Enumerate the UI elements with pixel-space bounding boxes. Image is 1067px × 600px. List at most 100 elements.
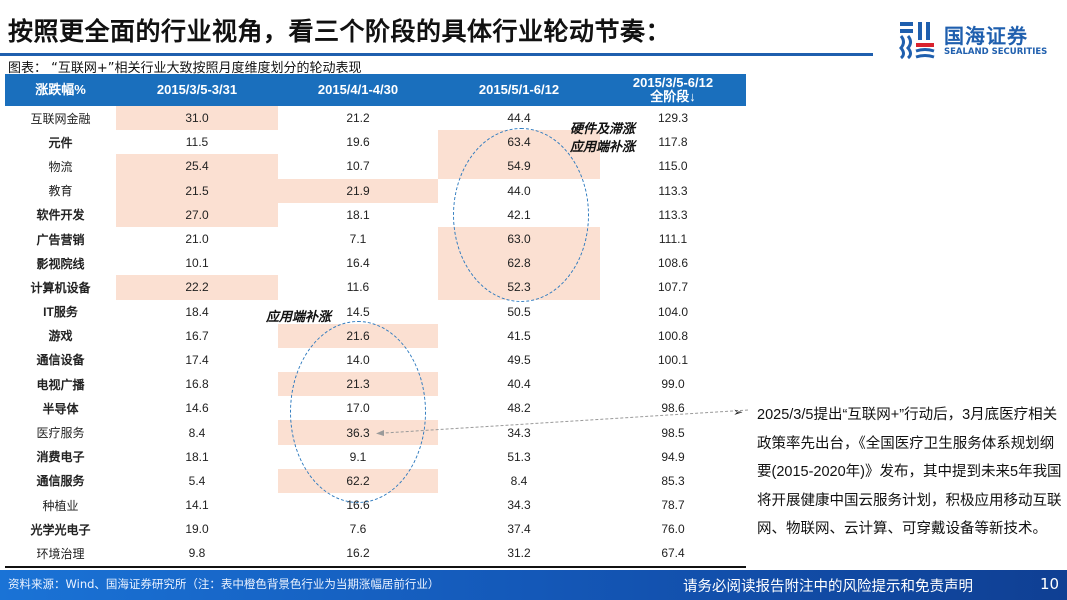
col-header-total-line1: 2015/3/5-6/12 [632, 75, 714, 90]
total-cell: 107.7 [657, 280, 689, 295]
total-cell: 117.8 [658, 135, 688, 150]
industry-cell: 通信设备 [36, 353, 85, 368]
period-2-cell: 16.4 [346, 256, 370, 271]
col-header-period-2: 2015/4/1-4/30 [278, 74, 438, 106]
footer-bar: 资料来源：Wind、国海证券研究所（注：表中橙色背景色行业为当期涨幅居前行业） … [0, 570, 1067, 600]
period-1-cell: 19.0 [185, 522, 209, 537]
period-1-cell: 14.6 [185, 401, 209, 416]
stage2-highlight-ellipse [290, 321, 426, 503]
figure-caption: 图表： “互联网+”相关行业大致按照月度维度划分的轮动表现 [8, 61, 362, 76]
total-cell: 98.5 [661, 425, 685, 440]
total-cell: 104.0 [657, 304, 689, 319]
period-1-cell: 11.5 [185, 135, 209, 150]
period-1-cell: 14.1 [185, 498, 209, 513]
stage3-annotation: 硬件及滞涨 应用端补涨 [570, 121, 635, 157]
period-3-cell: 49.5 [507, 352, 531, 367]
total-cell: 111.1 [658, 232, 688, 247]
table-row: 广告营销 21.0 7.1 63.0 111.1 [5, 226, 746, 252]
period-2-cell: 21.2 [346, 111, 370, 126]
data-source: 资料来源：Wind、国海证券研究所（注：表中橙色背景色行业为当期涨幅居前行业） [8, 577, 440, 591]
table-row: 软件开发 27.0 18.1 42.1 113.3 [5, 202, 746, 227]
connector-arrow-icon [376, 409, 749, 436]
total-cell: 67.4 [661, 546, 685, 561]
sealand-logo-icon [899, 22, 935, 60]
period-3-cell: 41.5 [507, 328, 531, 343]
period-1-cell: 16.7 [185, 328, 209, 343]
period-2-cell: 21.9 [278, 178, 438, 203]
industry-cell: 互联网金融 [30, 111, 91, 126]
period-1-cell: 16.8 [185, 377, 209, 392]
stage2-annotation: 应用端补涨 [266, 310, 332, 325]
period-2-cell: 14.5 [346, 304, 370, 319]
table-row: 种植业 14.1 16.6 34.3 78.7 [5, 493, 746, 517]
period-2-cell: 18.1 [346, 207, 370, 222]
stage3-annotation-line1: 硬件及滞涨 [570, 122, 636, 137]
table-header-row: 涨跌幅% 2015/3/5-3/31 2015/4/1-4/30 2015/5/… [5, 74, 746, 106]
total-cell: 94.9 [661, 449, 685, 464]
industry-cell: 半导体 [42, 401, 79, 416]
period-3-cell: 31.2 [507, 546, 531, 561]
period-2-cell: 11.6 [346, 280, 370, 295]
title-divider [0, 53, 873, 56]
industry-cell: 物流 [48, 159, 73, 174]
period-1-cell: 22.2 [116, 275, 278, 300]
stage3-annotation-line2: 应用端补涨 [570, 140, 636, 155]
period-1-cell: 18.4 [185, 304, 209, 319]
total-cell: 99.0 [661, 377, 685, 392]
bullet-arrow-icon: ➢ [733, 405, 744, 419]
stage3-highlight-ellipse [453, 128, 589, 302]
side-note-text: 2025/3/5提出“互联网+”行动后，3月底医疗相关政策率先出台，《全国医疗卫… [757, 407, 1062, 537]
period-1-cell: 21.5 [116, 178, 278, 203]
period-3-cell: 34.3 [507, 498, 531, 513]
total-cell: 108.6 [657, 256, 689, 271]
period-3-cell: 34.3 [507, 425, 531, 440]
industry-cell: 游戏 [48, 329, 73, 344]
page-number: 10 [1040, 575, 1060, 593]
table-row: 影视院线 10.1 16.4 62.8 108.6 [5, 251, 746, 276]
table-row: 计算机设备 22.2 11.6 52.3 107.7 [5, 275, 746, 300]
period-2-cell: 7.1 [349, 232, 367, 247]
table-row: 光学光电子 19.0 7.6 37.4 76.0 [5, 517, 746, 541]
period-2-cell: 19.6 [346, 135, 370, 150]
table-row: 教育 21.5 21.9 44.0 113.3 [5, 178, 746, 203]
total-cell: 78.7 [661, 498, 685, 513]
logo-name-cn: 国海证券 [944, 24, 1028, 48]
industry-cell: 消费电子 [36, 450, 85, 465]
total-cell: 113.3 [658, 207, 688, 222]
total-cell: 100.8 [657, 328, 689, 343]
table-bottom-rule [5, 566, 746, 568]
industry-cell: 元件 [48, 135, 73, 150]
period-3-cell: 50.5 [507, 304, 531, 319]
industry-cell: 种植业 [42, 498, 79, 513]
col-header-total-line2: 全阶段↓ [650, 89, 696, 104]
period-3-cell: 51.3 [507, 449, 531, 464]
logo-name-en: SEALAND SECURITIES [944, 47, 1048, 57]
total-cell: 115.0 [658, 159, 688, 174]
total-cell: 113.3 [658, 183, 688, 198]
table-row: 互联网金融 31.0 21.2 44.4 129.3 [5, 106, 746, 131]
period-3-cell: 40.4 [507, 377, 531, 392]
col-header-period-3: 2015/5/1-6/12 [438, 74, 600, 106]
period-2-cell: 10.7 [346, 159, 370, 174]
period-1-cell: 17.4 [185, 352, 209, 367]
period-3-cell: 37.4 [507, 522, 531, 537]
industry-cell: 医疗服务 [36, 426, 85, 441]
company-logo: 国海证券 SEALAND SECURITIES [898, 20, 1048, 62]
col-header-total: 2015/3/5-6/12 全阶段↓ [600, 74, 746, 106]
period-1-cell: 25.4 [116, 154, 278, 179]
period-1-cell: 10.1 [185, 256, 209, 271]
industry-cell: 计算机设备 [30, 280, 91, 295]
total-cell: 85.3 [661, 473, 685, 488]
period-2-cell: 16.2 [346, 546, 370, 561]
industry-cell: 教育 [48, 184, 73, 199]
industry-cell: IT服务 [43, 305, 78, 320]
table-row: 物流 25.4 10.7 54.9 115.0 [5, 154, 746, 179]
period-1-cell: 18.1 [185, 449, 209, 464]
disclaimer: 请务必阅读报告附注中的风险提示和免责声明 [683, 579, 973, 595]
total-cell: 100.1 [657, 352, 689, 367]
period-1-cell: 21.0 [185, 232, 209, 247]
total-cell: 129.3 [657, 111, 689, 126]
industry-cell: 通信服务 [36, 474, 85, 489]
period-2-cell: 7.6 [349, 522, 367, 537]
industry-cell: 软件开发 [36, 208, 85, 223]
